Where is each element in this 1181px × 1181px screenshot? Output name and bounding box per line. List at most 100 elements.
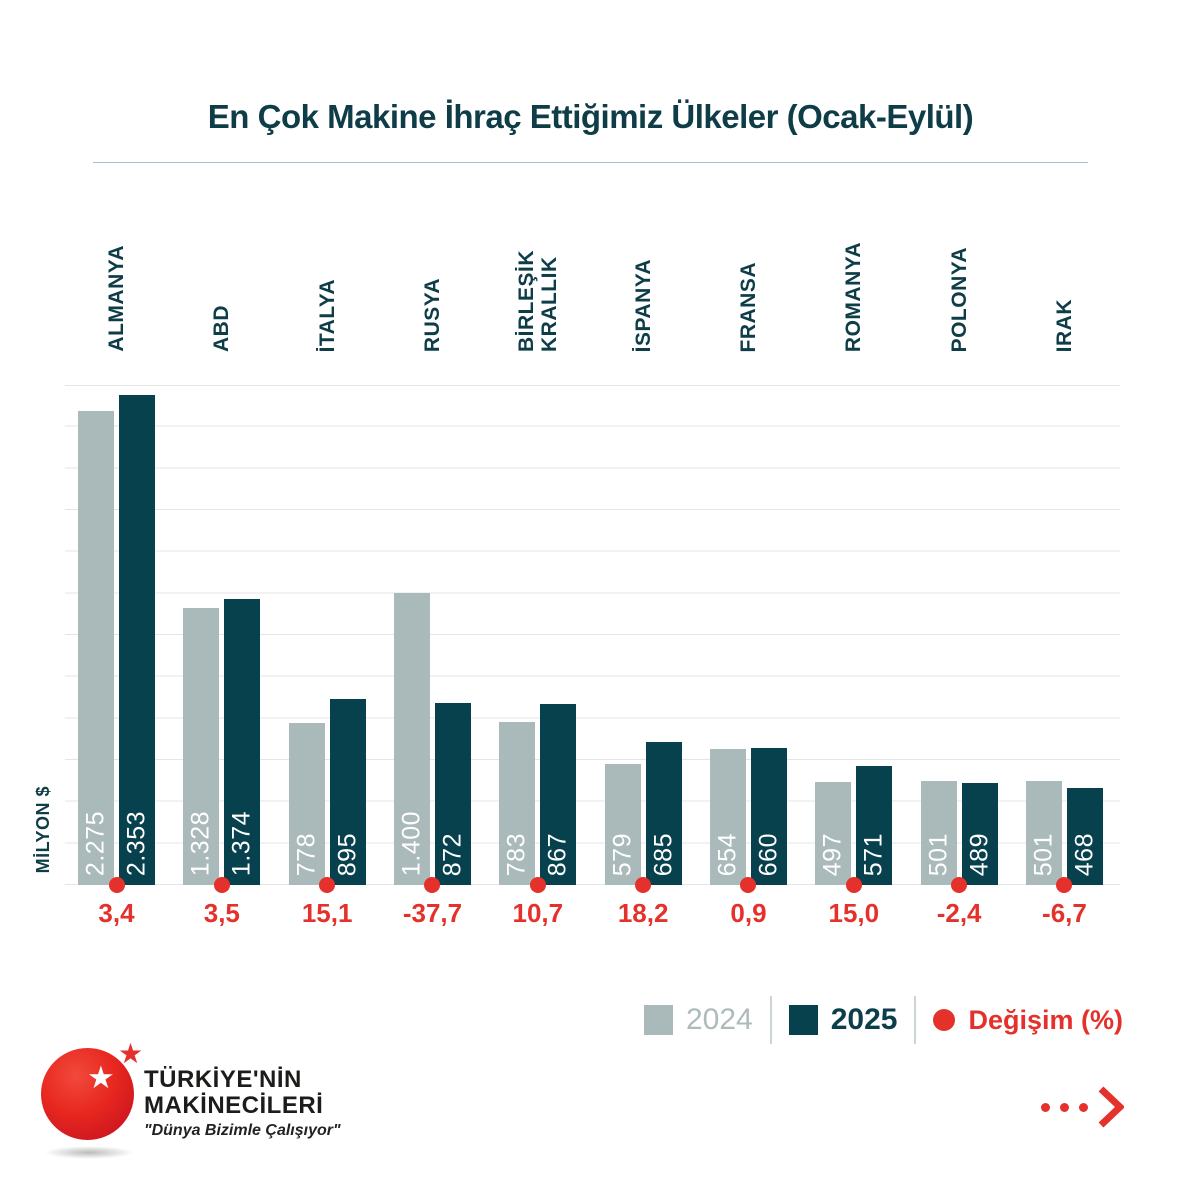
bar-value-2025: 2.353 [122, 810, 151, 876]
bar-group-2: 778 895 [288, 698, 366, 893]
bar-value-2025: 895 [333, 832, 362, 876]
category-label-cell: RUSYA [394, 180, 471, 352]
legend-marker-0 [643, 1005, 673, 1035]
change-value: 3,5 [203, 898, 240, 928]
legend-label-0: 2024 [685, 1003, 753, 1036]
category-label: FRANSA [736, 261, 760, 353]
change-value: 10,7 [512, 898, 564, 928]
bar-value-2024: 497 [818, 832, 847, 876]
change-dot [529, 877, 546, 893]
bar-value-2025: 1.374 [227, 810, 256, 876]
bar-value-2024: 2.275 [81, 810, 110, 876]
bar-value-2025: 489 [965, 832, 994, 876]
brand-logo-shadow [44, 1146, 134, 1159]
legend-item-2025: 2025 [788, 1003, 898, 1037]
category-label: ABD [210, 305, 234, 352]
change-dot [108, 877, 125, 893]
bar-2024: 497 [815, 781, 852, 885]
legend-item-2024: 2024 [643, 1003, 753, 1037]
legend: 2024 2025 Değişim (%) [643, 996, 1123, 1044]
bar-2025: 1.374 [224, 598, 261, 885]
bar-2025: 2.353 [119, 394, 155, 885]
change-dot [740, 877, 757, 893]
legend-label-2: Değişim (%) [968, 1004, 1123, 1035]
bar-group-0: 2.275 2.353 [78, 394, 155, 893]
legend-label-1: 2025 [830, 1003, 898, 1036]
bar-value-2024: 778 [292, 832, 321, 876]
change-value: 18,2 [617, 898, 669, 928]
change-value: 15,0 [828, 898, 880, 928]
chart-title: En Çok Makine İhraç Ettiğimiz Ülkeler (O… [207, 98, 974, 135]
change-dot [424, 877, 441, 893]
bar-value-2025: 685 [649, 832, 678, 876]
bar-2025: 468 [1066, 787, 1103, 885]
category-label-cell: İTALYA [289, 180, 366, 352]
bar-value-2025: 660 [754, 832, 783, 876]
change-value: 0,9 [730, 898, 767, 928]
category-label-row: ALMANYA ABD İTALYA RUSYA BİRLEŞİK KRALLIK İSP… [65, 180, 1120, 352]
bar-value-2024: 501 [1029, 832, 1058, 876]
bar-2025: 489 [961, 783, 998, 885]
title-divider [93, 162, 1088, 163]
red-star-icon: ★ [118, 1038, 144, 1069]
category-label: IRAK [1052, 298, 1076, 352]
brand-logo-sphere [41, 1048, 134, 1140]
bar-2024: 783 [499, 721, 536, 885]
bar-value-2024: 783 [502, 832, 531, 876]
category-label-cell: ALMANYA [78, 180, 155, 352]
bar-group-1: 1.328 1.374 [183, 598, 261, 893]
bar-2024: 501 [1025, 780, 1062, 885]
bar-2025: 867 [540, 704, 577, 885]
brand-tagline: "Dünya Bizimle Çalışıyor" [144, 1122, 341, 1139]
bar-2025: 685 [645, 742, 682, 885]
bar-value-2025: 867 [543, 832, 572, 876]
legend-divider [769, 996, 772, 1044]
bar-group-9: 501 468 [1025, 780, 1103, 893]
bar-value-2024: 1.328 [186, 810, 215, 876]
category-label: ALMANYA [105, 245, 128, 352]
brand-name-line2: MAKİNECİLERİ [144, 1092, 324, 1119]
bar-group-7: 497 571 [815, 766, 893, 893]
legend-divider [914, 996, 917, 1044]
category-label: BİRLEŞİK KRALLIK [514, 249, 561, 352]
category-label-cell: FRANSA [710, 180, 787, 353]
bar-2024: 2.275 [78, 411, 114, 885]
bar-2024: 1.400 [393, 593, 430, 885]
change-dot [319, 877, 336, 893]
bar-2025: 895 [329, 698, 366, 885]
bar-group-6: 654 660 [709, 747, 787, 893]
bar-value-2024: 579 [608, 832, 637, 876]
category-label-cell: BİRLEŞİK KRALLIK [499, 180, 576, 352]
bar-2025: 872 [434, 703, 471, 885]
bar-group-4: 783 867 [499, 704, 577, 893]
bar-2024: 579 [604, 764, 641, 885]
category-label: İSPANYA [631, 258, 655, 352]
bar-group-5: 579 685 [604, 742, 682, 893]
chevron-right-icon [1098, 1086, 1124, 1128]
category-label: RUSYA [420, 277, 444, 352]
bar-value-2024: 501 [924, 832, 953, 876]
change-dot [213, 877, 230, 893]
legend-marker-2 [933, 1009, 956, 1031]
bar-2025: 571 [856, 766, 893, 885]
change-row: 3,4 3,5 15,1 -37,7 10,7 18,2 0,9 15,0 -2,4 -6,7 [65, 898, 1120, 934]
category-label-cell: ROMANYA [815, 180, 892, 352]
bar-2025: 660 [750, 747, 787, 885]
arrow-dot-icon [1079, 1102, 1088, 1112]
change-value: 15,1 [301, 898, 353, 928]
arrow-dot-icon [1060, 1102, 1069, 1112]
change-dot [951, 877, 968, 893]
white-star-icon: ★ [87, 1060, 115, 1095]
category-label: İTALYA [315, 278, 339, 352]
change-dot [635, 877, 652, 893]
bar-group-3: 1.400 872 [393, 593, 471, 893]
more-arrow[interactable] [1041, 1086, 1124, 1128]
bar-2024: 778 [288, 722, 325, 885]
bar-value-2025: 872 [438, 832, 467, 876]
bar-value-2025: 571 [859, 832, 888, 876]
plot-area: 2.275 2.353 1.328 1.374 778 895 1.400 872 783 867… [65, 385, 1120, 893]
change-value: -37,7 [402, 898, 463, 928]
bar-2024: 654 [709, 748, 746, 885]
bar-2024: 501 [920, 780, 957, 885]
